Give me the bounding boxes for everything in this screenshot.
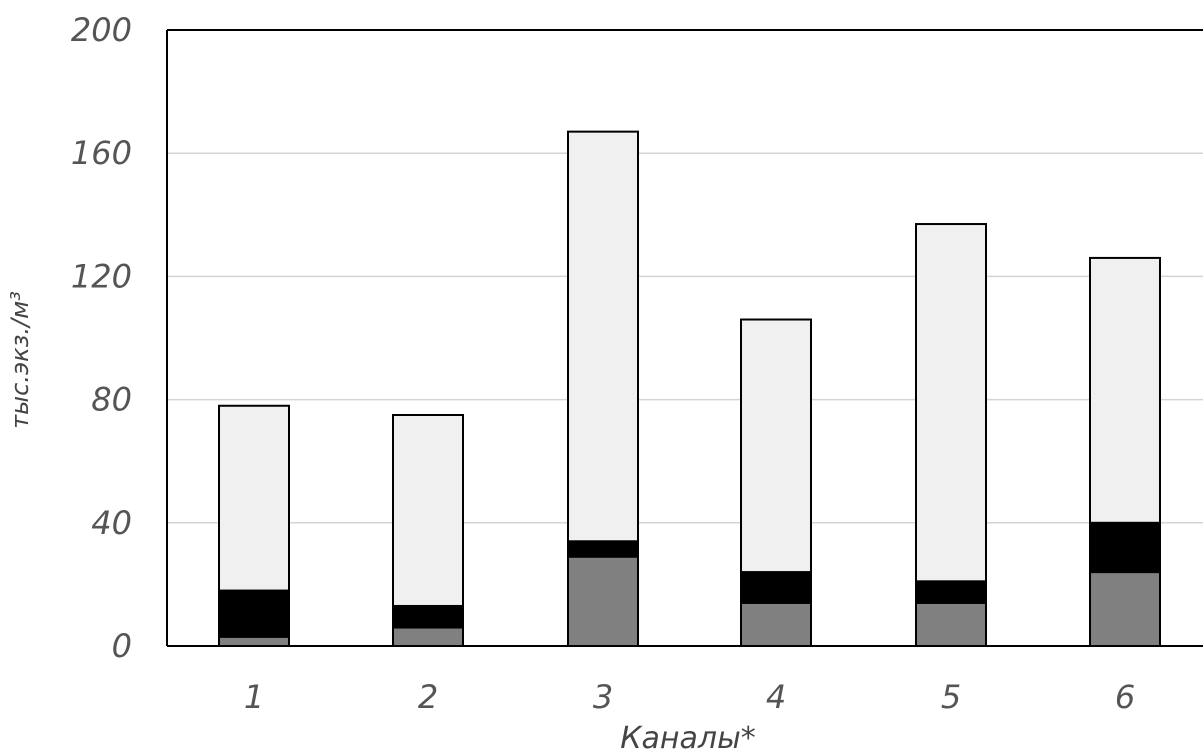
axes xyxy=(166,29,1203,647)
bar-segment xyxy=(392,414,464,607)
bar-segment xyxy=(740,601,812,648)
bar-segment xyxy=(218,589,290,638)
bar-segment xyxy=(1089,521,1161,574)
bar-segment xyxy=(567,130,639,543)
x-tick-label: 5 xyxy=(941,678,961,716)
bar-segment xyxy=(915,601,987,648)
y-tick-label: 40 xyxy=(91,504,132,542)
x-tick-label: 6 xyxy=(1115,678,1135,716)
bar-segment xyxy=(915,580,987,604)
y-tick-label: 160 xyxy=(71,134,132,172)
bars xyxy=(218,130,1161,648)
x-axis-title: Каналы* xyxy=(620,721,756,753)
bar-segment xyxy=(915,223,987,583)
bar-segment xyxy=(740,318,812,574)
bar-segment xyxy=(1089,571,1161,648)
bar-segment xyxy=(1089,256,1161,524)
y-tick-label: 0 xyxy=(112,627,132,665)
gridlines xyxy=(167,152,1203,524)
bar-segment xyxy=(392,604,464,629)
y-tick-label: 120 xyxy=(71,257,132,295)
bar-segment xyxy=(567,540,639,558)
y-tick-label: 200 xyxy=(71,11,132,49)
x-tick-label: 4 xyxy=(766,678,786,716)
x-tick-label: 2 xyxy=(418,678,438,716)
y-tick-labels: 0 40 80 120 160 200 xyxy=(71,11,132,665)
x-tick-label: 1 xyxy=(244,678,264,716)
x-tick-labels: 1 2 3 4 5 6 xyxy=(244,678,1135,716)
bar-segment xyxy=(740,571,812,604)
bar-segment xyxy=(218,635,290,648)
x-tick-label: 3 xyxy=(593,678,613,716)
bar-segment xyxy=(567,555,639,647)
y-tick-label: 80 xyxy=(91,381,132,419)
y-axis-title: тыс.экз./м³ xyxy=(6,291,34,429)
bar-segment xyxy=(218,404,290,592)
bar-segment xyxy=(392,626,464,648)
